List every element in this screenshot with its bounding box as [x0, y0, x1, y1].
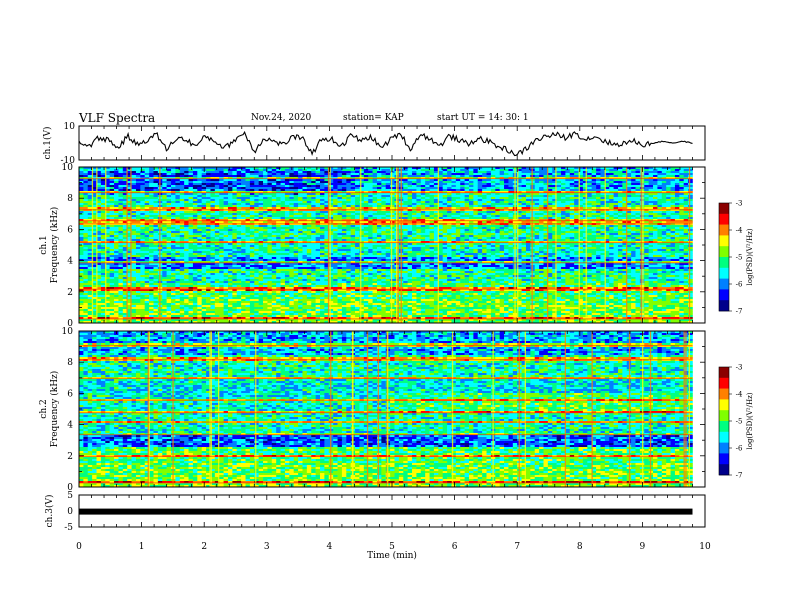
spec-y-tick-label: 8 — [67, 194, 73, 204]
colorbar-tick-label: -3 — [736, 200, 743, 208]
colorbar — [719, 367, 729, 476]
ch3-ylabel: ch.3(V) — [44, 495, 55, 528]
x-tick-label: 8 — [577, 542, 583, 552]
spec-y-tick-label: 4 — [67, 421, 73, 431]
colorbar-tick-label: -5 — [736, 254, 743, 262]
colorbar-tick-label: -6 — [736, 281, 743, 289]
spec-y-tick-label: 0 — [67, 483, 73, 493]
ch1-y-tick-label: 10 — [64, 122, 76, 132]
spec-y-tick-label: 6 — [67, 225, 73, 235]
spec-y-axis-label: Frequency (kHz) — [49, 371, 60, 448]
ch1-waveform-line — [78, 130, 693, 157]
x-tick-label: 0 — [76, 542, 82, 552]
colorbar-tick-label: -5 — [736, 418, 743, 426]
colorbar-tick-label: -7 — [736, 308, 743, 316]
x-tick-label: 6 — [452, 542, 458, 552]
x-tick-label: 1 — [139, 542, 145, 552]
x-tick-label: 4 — [327, 542, 333, 552]
ch3-y-tick-label: -5 — [64, 523, 73, 533]
colorbar-label: log(PSD)(V²/Hz) — [746, 392, 754, 449]
x-tick-label: 7 — [514, 542, 520, 552]
spec-y-tick-label: 4 — [67, 257, 73, 267]
colorbar-tick-label: -4 — [736, 227, 743, 235]
colorbar-tick-label: -4 — [736, 391, 743, 399]
spec-channel-label: ch.1 — [39, 235, 49, 254]
spec-y-tick-label: 10 — [62, 163, 74, 173]
spec-channel-label: ch.2 — [39, 399, 49, 418]
x-tick-label: 10 — [699, 542, 711, 552]
spec-y-tick-label: 8 — [67, 358, 73, 368]
x-tick-label: 3 — [264, 542, 270, 552]
x-tick-label: 9 — [640, 542, 646, 552]
x-tick-label: 5 — [389, 542, 395, 552]
date-label: Nov.24, 2020 — [251, 113, 311, 123]
colorbar-tick-label: -3 — [736, 364, 743, 372]
chart-title: VLF Spectra — [79, 111, 155, 125]
colorbar-label: log(PSD)(V²/Hz) — [746, 228, 754, 285]
spec-y-tick-label: 0 — [67, 319, 73, 329]
ch1-spectrogram-cells — [79, 167, 693, 324]
ch3-signal-line — [79, 508, 693, 515]
x-tick-label: 2 — [201, 542, 207, 552]
colorbar-tick-label: -6 — [736, 445, 743, 453]
spec-y-tick-label: 10 — [62, 327, 74, 337]
ch1-waveform-ylabel: ch.1(V) — [42, 127, 53, 160]
spec-y-tick-label: 2 — [67, 288, 73, 298]
spec-y-axis-label: Frequency (kHz) — [49, 207, 60, 284]
spec-y-tick-label: 2 — [67, 452, 73, 462]
x-axis-label: Time (min) — [367, 550, 417, 561]
start-time-label: start UT = 14: 30: 1 — [437, 113, 529, 123]
spec-y-tick-label: 6 — [67, 389, 73, 399]
ch2-spectrogram-cells — [79, 331, 693, 488]
station-label: station= KAP — [343, 113, 404, 123]
ch3-y-tick-label: 5 — [67, 491, 73, 501]
colorbar-tick-label: -7 — [736, 472, 743, 480]
ch1-y-tick-label: -10 — [61, 156, 76, 166]
colorbar — [719, 203, 729, 312]
ch3-y-tick-label: 0 — [67, 507, 73, 517]
